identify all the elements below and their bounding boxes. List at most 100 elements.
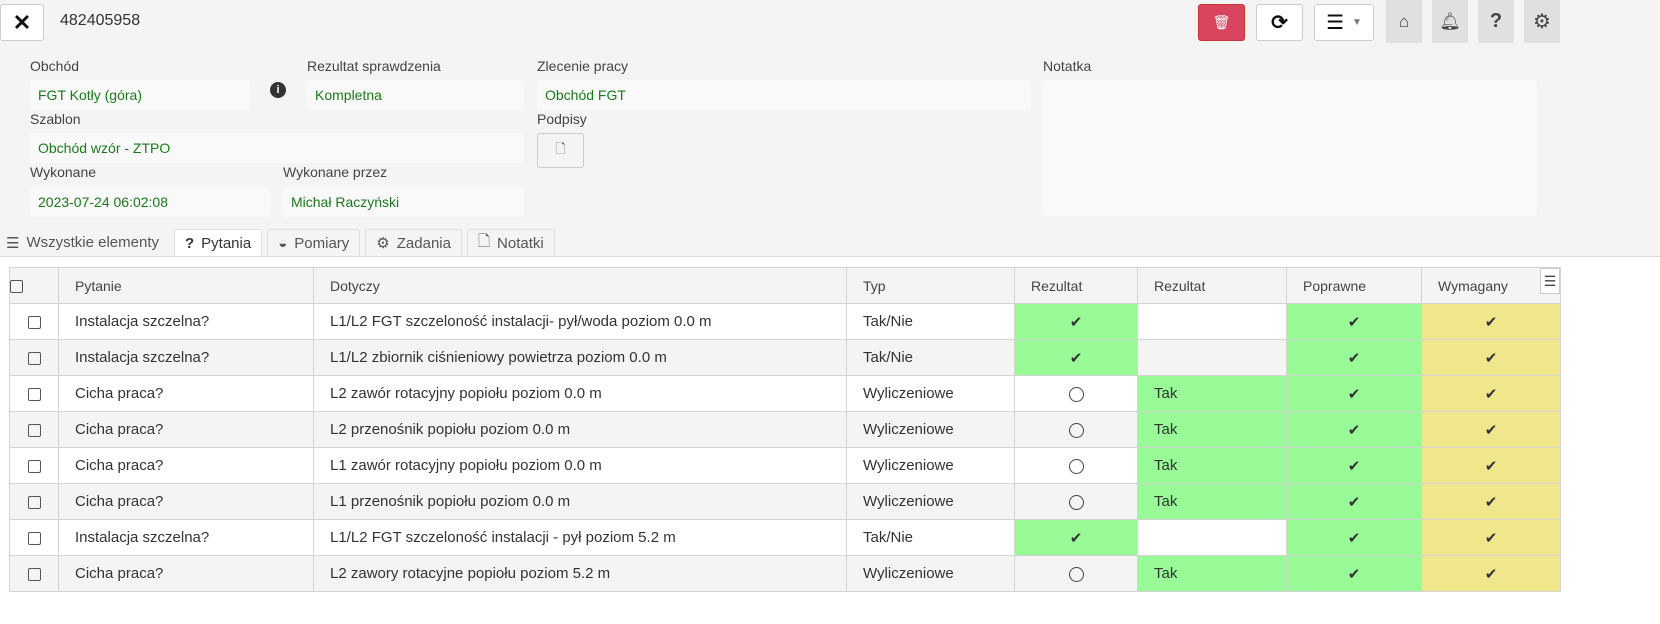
- refresh-button[interactable]: ⟳: [1256, 4, 1303, 41]
- tab-tasks[interactable]: ⚙ Zadania: [365, 229, 462, 256]
- cell-rezultat-2[interactable]: Tak: [1137, 447, 1287, 484]
- szablon-field[interactable]: Obchód wzór - ZTPO: [30, 133, 524, 163]
- cell-pytanie: Cicha praca?: [58, 375, 314, 412]
- cell-rezultat[interactable]: [1014, 411, 1138, 448]
- column-header-pytanie[interactable]: Pytanie: [58, 267, 314, 304]
- table-row[interactable]: Cicha praca? L2 zawór rotacyjny popiołu …: [9, 375, 1561, 412]
- row-checkbox[interactable]: [9, 375, 59, 412]
- table-row[interactable]: Cicha praca? L1 przenośnik popiołu pozio…: [9, 483, 1561, 520]
- bell-icon: 🔔︎: [1439, 11, 1461, 31]
- cell-rezultat[interactable]: ✔: [1014, 339, 1138, 376]
- cell-rezultat-2[interactable]: [1137, 339, 1287, 376]
- cell-typ: Wyliczeniowe: [846, 411, 1015, 448]
- home-icon: ⌂: [1398, 11, 1410, 31]
- check-icon: ✔: [1347, 493, 1361, 511]
- tab-all-elements[interactable]: ☰ Wszystkie elementy: [0, 229, 169, 256]
- table-row[interactable]: Instalacja szczelna? L1/L2 FGT szczelono…: [9, 303, 1561, 340]
- wykonane-przez-field[interactable]: Michał Raczyński: [283, 187, 524, 217]
- cell-wymagany: ✔: [1421, 447, 1561, 484]
- rezultat-label: Rezultat sprawdzenia: [307, 58, 441, 74]
- cell-dotyczy: L1 przenośnik popiołu poziom 0.0 m: [313, 483, 847, 520]
- menu-dropdown-button[interactable]: ☰ ▼: [1314, 4, 1374, 41]
- circle-icon: [1068, 494, 1084, 510]
- column-header-rezultat-2[interactable]: Rezultat: [1137, 267, 1287, 304]
- column-header-typ[interactable]: Typ: [846, 267, 1015, 304]
- trash-icon: 🗑: [1212, 14, 1231, 30]
- close-button[interactable]: ✕: [0, 4, 44, 41]
- szablon-label: Szablon: [30, 111, 81, 127]
- cell-wymagany: ✔: [1421, 555, 1561, 592]
- info-icon[interactable]: i: [270, 82, 286, 98]
- notatka-label: Notatka: [1043, 58, 1092, 74]
- cell-dotyczy: L1/L2 FGT szczeloność instalacji- pył/wo…: [313, 303, 847, 340]
- circle-icon: [1068, 566, 1084, 582]
- obchod-field[interactable]: FGT Kotły (góra): [30, 80, 250, 110]
- cell-rezultat-2[interactable]: [1137, 519, 1287, 556]
- cell-poprawne: ✔: [1286, 339, 1422, 376]
- tab-measurements[interactable]: ◒ Pomiary: [267, 229, 361, 256]
- cell-rezultat-2[interactable]: Tak: [1137, 375, 1287, 412]
- wykonane-field[interactable]: 2023-07-24 06:02:08: [30, 187, 271, 217]
- check-icon: ✔: [1347, 421, 1361, 439]
- table-row[interactable]: Instalacja szczelna? L1/L2 FGT szczelono…: [9, 519, 1561, 556]
- cell-typ: Wyliczeniowe: [846, 555, 1015, 592]
- cell-pytanie: Cicha praca?: [58, 555, 314, 592]
- chevron-down-icon: ▼: [1352, 17, 1362, 28]
- cell-wymagany: ✔: [1421, 483, 1561, 520]
- cell-rezultat[interactable]: ✔: [1014, 303, 1138, 340]
- cell-dotyczy: L2 przenośnik popiołu poziom 0.0 m: [313, 411, 847, 448]
- select-all-checkbox[interactable]: [9, 267, 59, 304]
- record-id: 482405958: [60, 12, 141, 29]
- check-icon: ✔: [1069, 529, 1083, 547]
- rezultat-field[interactable]: Kompletna: [307, 80, 524, 110]
- cell-rezultat[interactable]: [1014, 555, 1138, 592]
- row-checkbox[interactable]: [9, 555, 59, 592]
- check-icon: ✔: [1347, 529, 1361, 547]
- table-row[interactable]: Cicha praca? L2 zawory rotacyjne popiołu…: [9, 555, 1561, 592]
- cell-rezultat-2[interactable]: Tak: [1137, 483, 1287, 520]
- cell-poprawne: ✔: [1286, 447, 1422, 484]
- row-checkbox[interactable]: [9, 303, 59, 340]
- cell-dotyczy: L1 zawór rotacyjny popiołu poziom 0.0 m: [313, 447, 847, 484]
- column-menu-icon[interactable]: ☰: [1540, 268, 1560, 294]
- cell-rezultat[interactable]: [1014, 447, 1138, 484]
- row-checkbox[interactable]: [9, 447, 59, 484]
- cell-rezultat-2[interactable]: [1137, 303, 1287, 340]
- table-row[interactable]: Cicha praca? L1 zawór rotacyjny popiołu …: [9, 447, 1561, 484]
- cell-rezultat-2[interactable]: Tak: [1137, 555, 1287, 592]
- cell-rezultat[interactable]: [1014, 483, 1138, 520]
- settings-button[interactable]: ⚙: [1524, 0, 1560, 43]
- check-icon: ✔: [1484, 385, 1498, 403]
- gear-icon: ⚙: [1533, 11, 1551, 33]
- cell-poprawne: ✔: [1286, 555, 1422, 592]
- signatures-button[interactable]: 🗋: [537, 133, 584, 168]
- notatka-field[interactable]: [1043, 80, 1537, 216]
- check-icon: ✔: [1347, 565, 1361, 583]
- table-row[interactable]: Instalacja szczelna? L1/L2 zbiornik ciśn…: [9, 339, 1561, 376]
- cell-typ: Tak/Nie: [846, 519, 1015, 556]
- cell-typ: Wyliczeniowe: [846, 483, 1015, 520]
- file-search-icon: 🗋: [555, 140, 566, 156]
- column-header-rezultat[interactable]: Rezultat: [1014, 267, 1138, 304]
- file-icon: 🗋: [477, 232, 491, 250]
- tab-questions[interactable]: ? Pytania: [174, 229, 263, 256]
- help-button[interactable]: ?: [1478, 0, 1514, 43]
- row-checkbox[interactable]: [9, 519, 59, 556]
- zlecenie-field[interactable]: Obchód FGT: [537, 80, 1031, 110]
- tab-notes[interactable]: 🗋 Notatki: [466, 229, 555, 256]
- delete-button[interactable]: 🗑: [1198, 4, 1245, 41]
- row-checkbox[interactable]: [9, 339, 59, 376]
- home-button[interactable]: ⌂: [1386, 0, 1422, 43]
- cell-rezultat-2[interactable]: Tak: [1137, 411, 1287, 448]
- column-header-wymagany[interactable]: Wymagany ☰: [1421, 267, 1561, 304]
- column-header-poprawne[interactable]: Poprawne: [1286, 267, 1422, 304]
- row-checkbox[interactable]: [9, 483, 59, 520]
- cell-rezultat[interactable]: ✔: [1014, 519, 1138, 556]
- row-checkbox[interactable]: [9, 411, 59, 448]
- cell-typ: Wyliczeniowe: [846, 447, 1015, 484]
- notifications-button[interactable]: 🔔︎: [1432, 0, 1468, 43]
- check-icon: ✔: [1484, 349, 1498, 367]
- column-header-dotyczy[interactable]: Dotyczy: [313, 267, 847, 304]
- cell-rezultat[interactable]: [1014, 375, 1138, 412]
- table-row[interactable]: Cicha praca? L2 przenośnik popiołu pozio…: [9, 411, 1561, 448]
